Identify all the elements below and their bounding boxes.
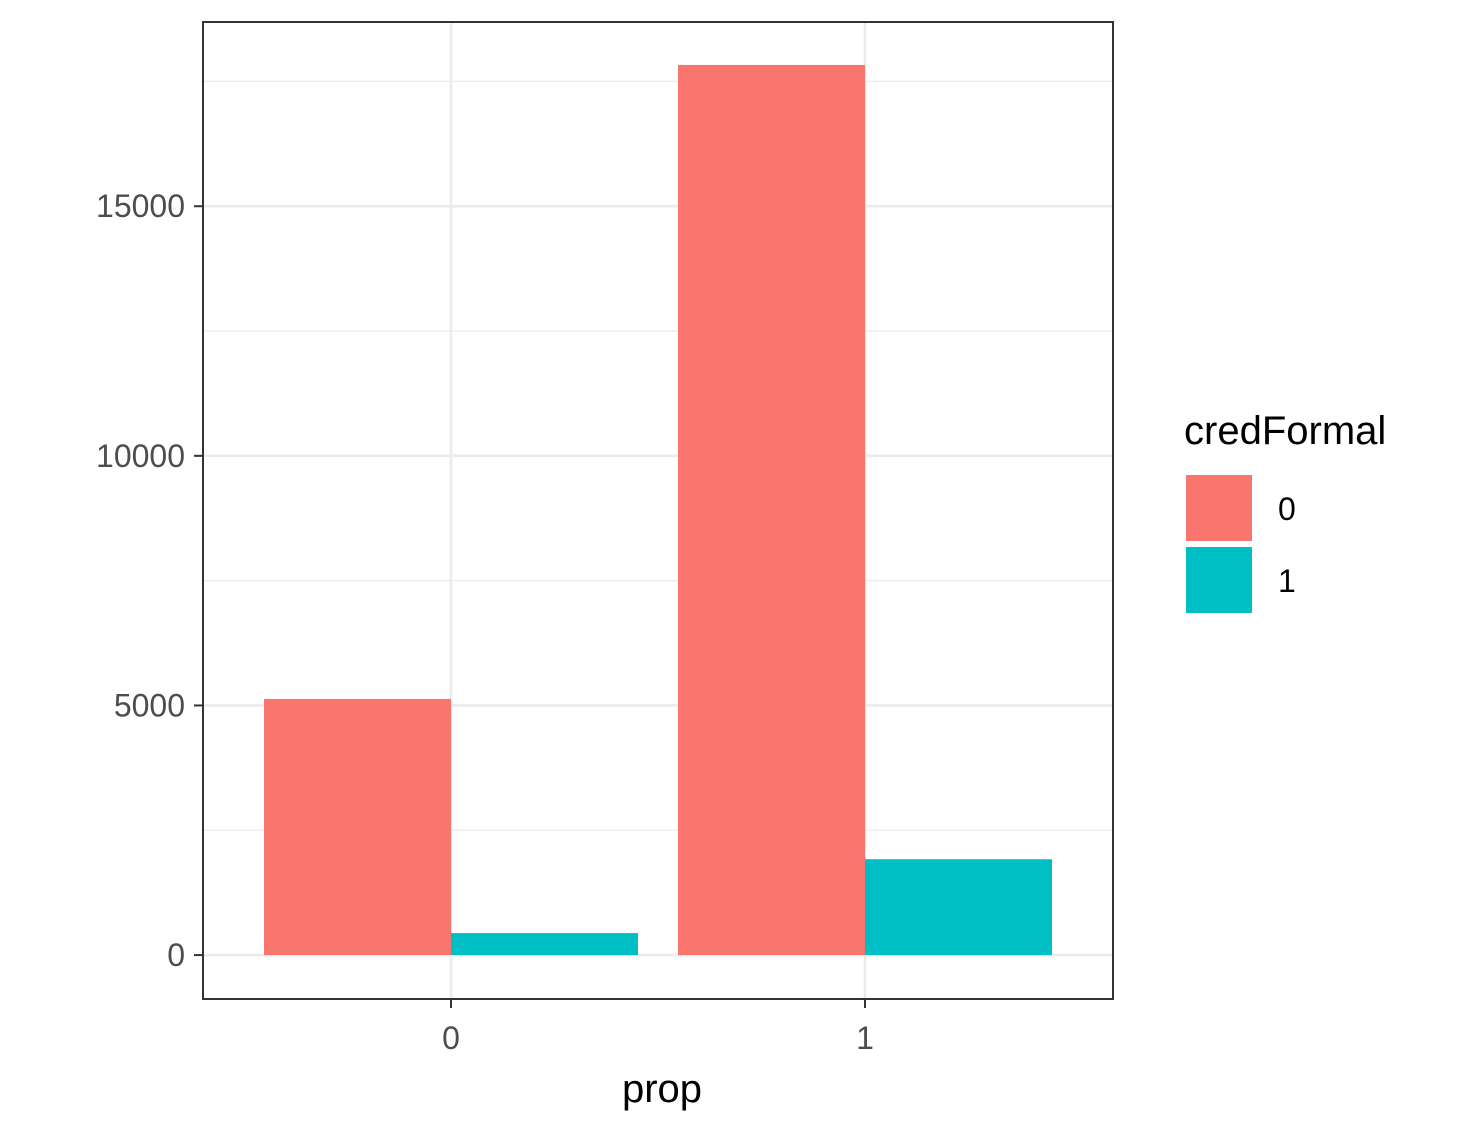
y-axis: 0 5000 10000 15000 xyxy=(96,188,203,973)
legend-title: credFormal xyxy=(1184,409,1386,453)
bar-prop-0-credformal-0 xyxy=(264,698,451,956)
y-tick-label: 10000 xyxy=(96,438,185,474)
legend-label-1: 1 xyxy=(1278,563,1296,599)
bars xyxy=(264,64,1052,956)
bar-prop-1-credformal-1 xyxy=(865,859,1052,956)
x-tick-label: 1 xyxy=(856,1020,874,1056)
bar-prop-0-credformal-1 xyxy=(451,933,638,956)
legend-key-0 xyxy=(1186,475,1252,541)
legend-key-1 xyxy=(1186,547,1252,613)
bar-prop-1-credformal-0 xyxy=(678,64,865,956)
panel-border xyxy=(202,21,1114,1000)
y-tick-label: 15000 xyxy=(96,188,185,224)
legend-entries: 01 xyxy=(1186,475,1296,613)
x-tick-label: 0 xyxy=(442,1020,460,1056)
y-tick-label: 0 xyxy=(167,937,185,973)
legend-label-0: 0 xyxy=(1278,491,1296,527)
legend: credFormal 01 xyxy=(1184,409,1386,613)
x-axis-title: prop xyxy=(622,1067,702,1111)
y-tick-label: 5000 xyxy=(114,687,185,723)
